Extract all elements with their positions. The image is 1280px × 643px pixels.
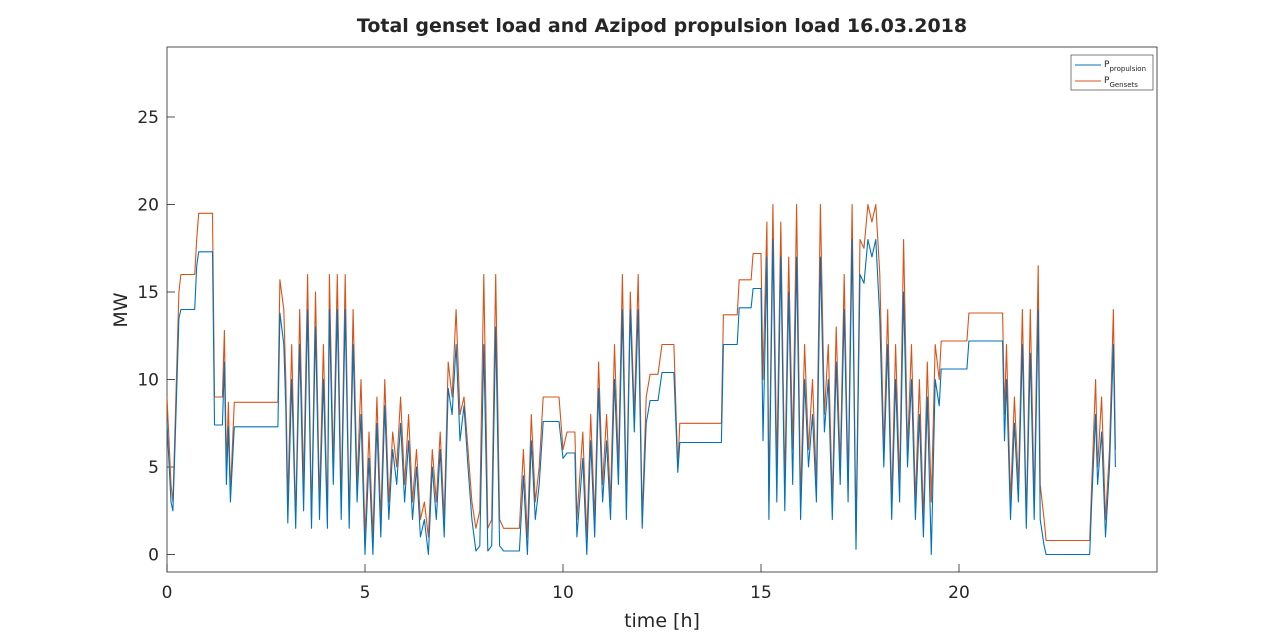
x-tick-label: 5 xyxy=(360,583,371,603)
y-tick-label: 20 xyxy=(137,196,159,216)
y-tick-label: 0 xyxy=(148,546,159,566)
chart-title: Total genset load and Azipod propulsion … xyxy=(357,15,967,37)
x-tick-label: 20 xyxy=(948,583,970,603)
x-tick-label: 10 xyxy=(552,583,574,603)
y-tick-label: 10 xyxy=(137,371,159,391)
x-tick-label: 0 xyxy=(162,583,173,603)
x-axis-label: time [h] xyxy=(624,610,700,632)
legend-name: P xyxy=(1104,76,1110,86)
x-tick-label: 15 xyxy=(750,583,772,603)
legend-label: PGensets xyxy=(1104,76,1138,89)
series-line xyxy=(166,238,1116,556)
legend-label: Ppropulsion xyxy=(1104,60,1146,73)
plot-area xyxy=(166,46,1158,573)
legend-subscript: propulsion xyxy=(1109,65,1146,73)
y-tick-label: 15 xyxy=(137,283,159,303)
y-tick-label: 25 xyxy=(137,108,159,128)
legend-box xyxy=(1070,54,1154,91)
y-tick-label: 5 xyxy=(148,458,159,478)
legend-subscript: Gensets xyxy=(1109,81,1138,89)
legend-name: P xyxy=(1104,60,1110,70)
y-axis-label: MW xyxy=(110,292,132,327)
